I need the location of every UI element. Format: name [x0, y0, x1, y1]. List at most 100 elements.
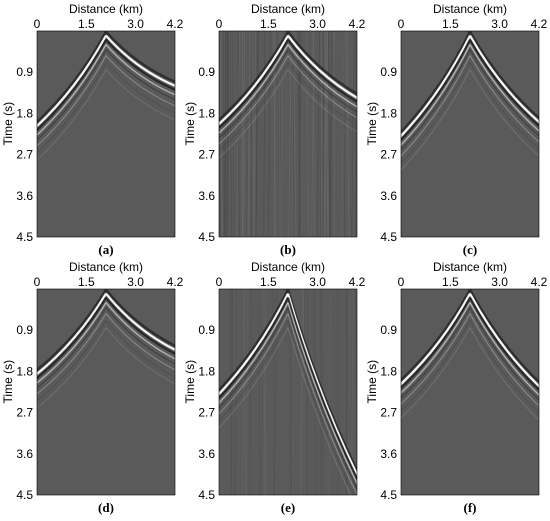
reflection-event [401, 293, 471, 386]
y-tick-label: 3.6 [198, 447, 215, 461]
panel-caption: (e) [281, 500, 295, 515]
reflection-event [287, 31, 357, 96]
reflection-event [37, 62, 107, 154]
x-axis-title: Distance (km) [69, 2, 143, 16]
x-tick-label: 4.2 [349, 275, 366, 289]
reflection-event [219, 289, 290, 392]
reflection-event [219, 320, 289, 422]
noise-streak [219, 31, 223, 237]
wavefield [37, 289, 175, 409]
x-tick-label: 4.2 [167, 275, 184, 289]
panel-a: Distance (km) 0 1.5 3.0 4.2 0.9 1.8 2.7 3.6 4.5 Ti… [0, 0, 184, 258]
noise-streak [351, 31, 355, 237]
reflection-event [219, 302, 289, 405]
y-tick-label: 2.7 [198, 406, 215, 420]
section-background [219, 289, 357, 495]
reflection-event [401, 313, 471, 405]
y-tick-label: 4.5 [16, 488, 33, 502]
reflection-event [287, 327, 352, 495]
noise-streak [305, 31, 310, 237]
reflection-event [219, 44, 289, 134]
y-tick-label: 3.6 [198, 189, 215, 203]
x-tick-label: 0 [398, 275, 405, 289]
section-background [401, 289, 539, 495]
noise-streak [234, 289, 237, 495]
section-background [219, 31, 357, 237]
y-tick-label: 1.8 [380, 364, 397, 378]
reflection-event [469, 297, 539, 392]
y-axis-title: Time (s) [1, 360, 15, 404]
y-tick-label: 4.5 [198, 488, 215, 502]
reflection-event [219, 62, 289, 152]
plot-frame [36, 30, 176, 238]
reflection-event [219, 35, 289, 126]
seismic-section-svg: Distance (km) 0 1.5 3.0 4.2 0.9 1.8 2.7 3.6 4.5 Ti… [183, 260, 366, 515]
x-tick-label: 1.5 [442, 275, 459, 289]
reflection-event [219, 307, 289, 409]
seismic-section-svg: Distance (km) 0 1.5 3.0 4.2 0.9 1.8 2.7 3.6 4.5 Ti… [1, 2, 184, 257]
noise-streak [328, 289, 331, 495]
noise-streak [330, 31, 332, 237]
reflection-event [37, 307, 107, 389]
x-tick-label: 0 [34, 275, 41, 289]
x-tick-label: 3.0 [309, 275, 326, 289]
reflection-event [37, 293, 107, 376]
y-axis-title: Time (s) [365, 102, 379, 146]
reflection-event [105, 313, 175, 371]
y-tick-label: 4.5 [16, 230, 33, 244]
noise-streak [313, 289, 317, 495]
y-tick-label: 3.6 [16, 447, 33, 461]
noise-streak [327, 31, 331, 237]
y-axis-title: Time (s) [183, 102, 197, 146]
reflection-event [287, 44, 357, 108]
noise-streak [251, 31, 255, 237]
x-axis-title: Distance (km) [433, 2, 507, 16]
reflection-event [401, 31, 472, 134]
plot-frame [400, 30, 540, 238]
reflection-event [469, 320, 539, 414]
reflection-event [469, 307, 539, 401]
reflection-event [287, 302, 357, 485]
reflection-event [105, 44, 175, 96]
x-tick-label: 4.2 [349, 17, 366, 31]
reflection-event [105, 296, 175, 355]
plot-frame [36, 288, 176, 496]
reflection-event [37, 39, 107, 132]
seismic-section-svg: Distance (km) 0 1.5 3.0 4.2 0.9 1.8 2.7 3.6 4.5 Ti… [365, 260, 548, 515]
wavefield [219, 289, 357, 495]
y-tick-label: 4.5 [380, 230, 397, 244]
y-tick-label: 1.8 [198, 106, 215, 120]
noise-streak [253, 31, 256, 237]
reflection-event [105, 31, 175, 84]
y-tick-label: 2.7 [16, 406, 33, 420]
reflection-event [469, 39, 539, 128]
noise-streak [242, 31, 245, 237]
noise-streak [289, 289, 291, 495]
x-tick-label: 0 [216, 17, 223, 31]
panel-caption: (c) [463, 242, 477, 257]
y-tick-label: 4.5 [198, 230, 215, 244]
y-tick-label: 2.7 [380, 406, 397, 420]
reflection-event [37, 44, 107, 136]
reflection-event [287, 38, 357, 103]
x-tick-label: 1.5 [260, 17, 277, 31]
noise-streak [288, 31, 292, 237]
reflection-event [401, 302, 471, 394]
reflection-event [219, 297, 289, 400]
noise-streak [320, 31, 323, 237]
noise-streak [297, 31, 301, 237]
reflection-event [37, 297, 107, 380]
y-tick-label: 3.6 [380, 447, 397, 461]
x-axis-title: Distance (km) [251, 260, 325, 274]
reflection-event [105, 302, 175, 360]
noise-streak [333, 31, 335, 237]
reflection-event [401, 49, 471, 151]
y-tick-label: 0.9 [198, 65, 215, 79]
reflection-event [401, 35, 471, 138]
panel-b: Distance (km) 0 1.5 3.0 4.2 0.9 1.8 2.7 3.6 4.5 Ti… [182, 0, 366, 258]
y-tick-label: 2.7 [16, 148, 33, 162]
noise-streak [260, 289, 265, 495]
x-tick-label: 3.0 [491, 275, 508, 289]
reflection-event [219, 69, 289, 159]
reflection-event [105, 292, 175, 351]
